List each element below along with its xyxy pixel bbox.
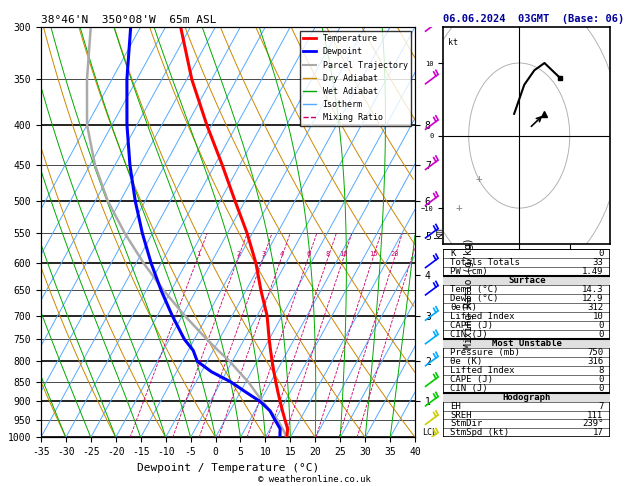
- Text: 10: 10: [593, 312, 603, 321]
- Bar: [443, 393, 610, 401]
- Text: 4: 4: [279, 251, 284, 258]
- Text: kt: kt: [448, 37, 459, 47]
- Text: © weatheronline.co.uk: © weatheronline.co.uk: [258, 474, 371, 484]
- Text: 0: 0: [598, 330, 603, 339]
- Text: EH: EH: [450, 401, 461, 411]
- Text: Temp (°C): Temp (°C): [450, 285, 499, 294]
- Text: PW (cm): PW (cm): [450, 267, 487, 276]
- Text: CIN (J): CIN (J): [450, 383, 487, 393]
- Text: K: K: [450, 249, 455, 258]
- Text: 8: 8: [598, 365, 603, 375]
- Text: 7: 7: [598, 401, 603, 411]
- Text: Lifted Index: Lifted Index: [450, 312, 515, 321]
- Text: +: +: [455, 203, 462, 213]
- Text: 20: 20: [391, 251, 399, 258]
- Y-axis label: hPa: hPa: [0, 222, 2, 242]
- X-axis label: Dewpoint / Temperature (°C): Dewpoint / Temperature (°C): [137, 463, 319, 473]
- Text: StmSpd (kt): StmSpd (kt): [450, 429, 509, 437]
- Text: Surface: Surface: [508, 276, 545, 285]
- Text: Pressure (mb): Pressure (mb): [450, 348, 520, 357]
- Bar: [443, 276, 610, 285]
- Text: 15: 15: [369, 251, 377, 258]
- Text: 0: 0: [598, 321, 603, 330]
- Text: Dewp (°C): Dewp (°C): [450, 294, 499, 303]
- Text: 10: 10: [340, 251, 348, 258]
- Text: Totals Totals: Totals Totals: [450, 258, 520, 267]
- Text: θe (K): θe (K): [450, 357, 482, 366]
- Text: Most Unstable: Most Unstable: [492, 339, 562, 348]
- Text: StmDir: StmDir: [450, 419, 482, 429]
- Text: 316: 316: [587, 357, 603, 366]
- Text: 1.49: 1.49: [582, 267, 603, 276]
- Text: CAPE (J): CAPE (J): [450, 321, 493, 330]
- Bar: [443, 339, 610, 348]
- Text: 0: 0: [598, 383, 603, 393]
- Text: 312: 312: [587, 303, 603, 312]
- Text: 239°: 239°: [582, 419, 603, 429]
- Text: Mixing Ratio (g/kg): Mixing Ratio (g/kg): [464, 238, 474, 349]
- Text: 111: 111: [587, 411, 603, 419]
- Text: 33: 33: [593, 258, 603, 267]
- Text: 0: 0: [598, 249, 603, 258]
- Text: 06.06.2024  03GMT  (Base: 06): 06.06.2024 03GMT (Base: 06): [443, 14, 625, 24]
- Text: 14.3: 14.3: [582, 285, 603, 294]
- Text: 750: 750: [587, 348, 603, 357]
- Text: θe(K): θe(K): [450, 303, 477, 312]
- Text: +: +: [476, 174, 482, 184]
- Text: 38°46'N  350°08'W  65m ASL: 38°46'N 350°08'W 65m ASL: [41, 15, 216, 25]
- Text: 0: 0: [598, 375, 603, 383]
- Text: SREH: SREH: [450, 411, 472, 419]
- Text: LCL: LCL: [422, 428, 437, 437]
- Text: Lifted Index: Lifted Index: [450, 365, 515, 375]
- Legend: Temperature, Dewpoint, Parcel Trajectory, Dry Adiabat, Wet Adiabat, Isotherm, Mi: Temperature, Dewpoint, Parcel Trajectory…: [300, 31, 411, 125]
- Text: 6: 6: [306, 251, 311, 258]
- Text: 1: 1: [196, 251, 200, 258]
- Text: 12.9: 12.9: [582, 294, 603, 303]
- Text: Hodograph: Hodograph: [503, 393, 551, 401]
- Text: 3: 3: [261, 251, 265, 258]
- Text: 17: 17: [593, 429, 603, 437]
- Text: CIN (J): CIN (J): [450, 330, 487, 339]
- Text: 2: 2: [236, 251, 240, 258]
- Text: CAPE (J): CAPE (J): [450, 375, 493, 383]
- Y-axis label: km
ASL: km ASL: [433, 223, 455, 241]
- Text: 8: 8: [326, 251, 330, 258]
